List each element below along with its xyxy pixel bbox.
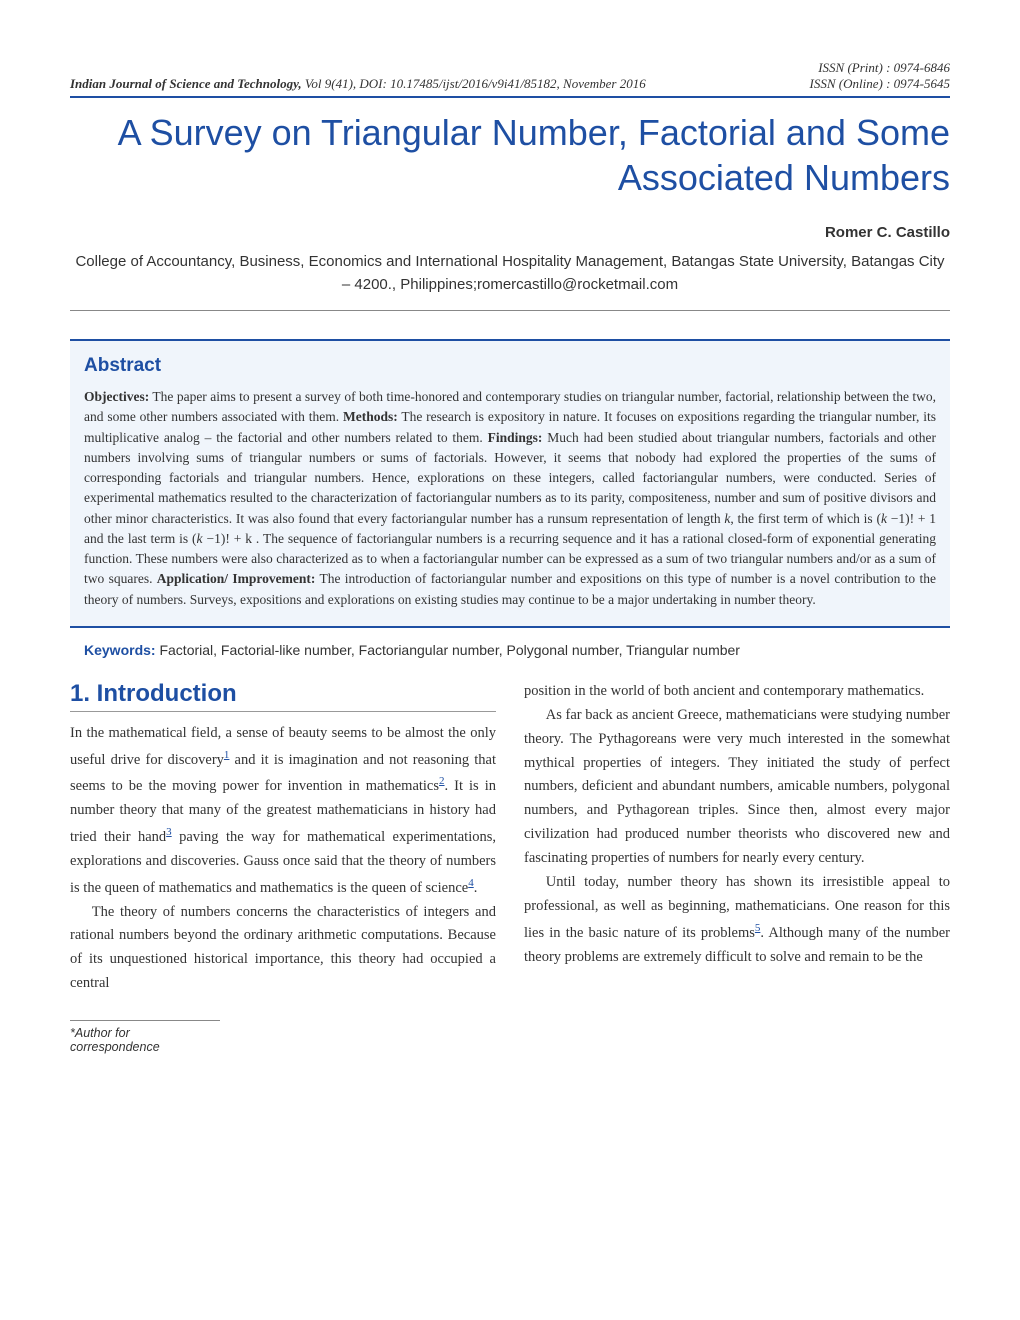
intro-paragraph-4: As far back as ancient Greece, mathemati… — [524, 704, 950, 871]
intro-paragraph-5: Until today, number theory has shown its… — [524, 871, 950, 970]
intro-paragraph-2: The theory of numbers concerns the chara… — [70, 901, 496, 997]
findings-label: Findings: — [488, 430, 543, 445]
left-column: 1. Introduction In the mathematical fiel… — [70, 680, 496, 996]
author-name: Romer C. Castillo — [70, 224, 950, 241]
application-label: Application/ Improvement: — [157, 571, 316, 586]
correspondence-footer: *Author for correspondence — [70, 1020, 220, 1054]
header-left: Indian Journal of Science and Technology… — [70, 76, 646, 92]
body-columns: 1. Introduction In the mathematical fiel… — [70, 680, 950, 996]
abstract-text: Objectives: The paper aims to present a … — [84, 387, 936, 610]
journal-name: Indian Journal of Science and Technology… — [70, 76, 302, 91]
header-metadata: Indian Journal of Science and Technology… — [70, 60, 950, 92]
issn-print: ISSN (Print) : 0974-6846 — [810, 60, 950, 76]
keywords-line: Keywords: Factorial, Factorial-like numb… — [84, 642, 950, 658]
paper-title: A Survey on Triangular Number, Factorial… — [70, 110, 950, 200]
abstract-heading: Abstract — [84, 355, 936, 377]
objectives-label: Objectives: — [84, 389, 149, 404]
issn-online: ISSN (Online) : 0974-5645 — [810, 76, 950, 92]
right-column-text: position in the world of both ancient an… — [524, 680, 950, 970]
left-column-text: In the mathematical field, a sense of be… — [70, 722, 496, 996]
right-column: position in the world of both ancient an… — [524, 680, 950, 996]
methods-label: Methods: — [343, 409, 398, 424]
keywords-text: Factorial, Factorial-like number, Factor… — [156, 642, 740, 658]
affiliation-divider — [70, 310, 950, 311]
header-right: ISSN (Print) : 0974-6846 ISSN (Online) :… — [810, 60, 950, 92]
keywords-label: Keywords: — [84, 642, 156, 658]
author-affiliation: College of Accountancy, Business, Econom… — [70, 251, 950, 296]
abstract-box: Abstract Objectives: The paper aims to p… — [70, 339, 950, 628]
header-divider — [70, 96, 950, 98]
section-1-heading: 1. Introduction — [70, 680, 496, 712]
intro-paragraph-1: In the mathematical field, a sense of be… — [70, 722, 496, 901]
citation-info: Vol 9(41), DOI: 10.17485/ijst/2016/v9i41… — [305, 76, 646, 91]
intro-paragraph-3: position in the world of both ancient an… — [524, 680, 950, 704]
findings-text-2: , the first term of which is ( — [730, 511, 881, 526]
